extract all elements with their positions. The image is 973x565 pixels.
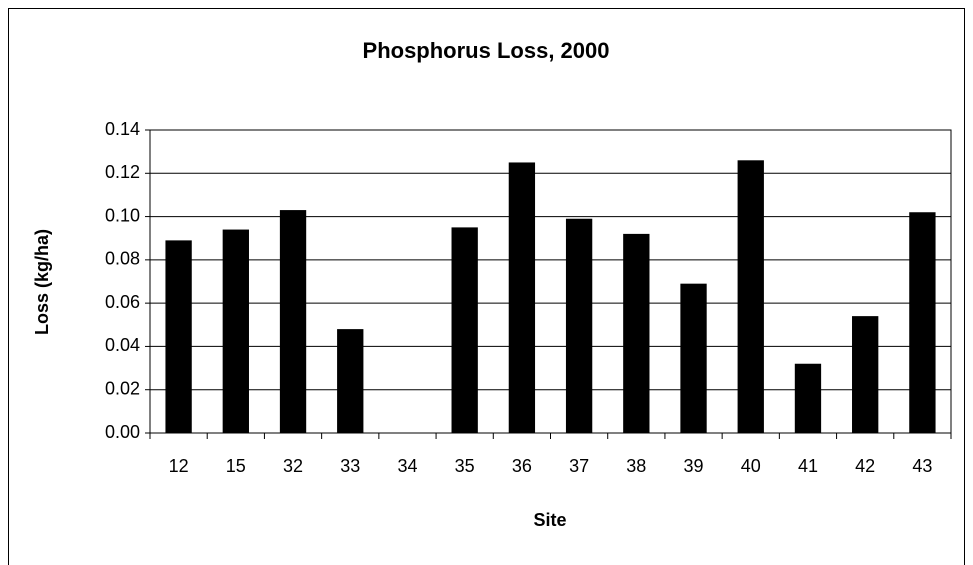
x-tick-label: 42 xyxy=(855,456,875,476)
bar xyxy=(279,210,307,433)
x-tick-label: 12 xyxy=(169,456,189,476)
bar xyxy=(222,229,249,433)
bar xyxy=(508,162,536,433)
y-tick-label: 0.14 xyxy=(105,119,140,139)
y-tick-label: 0.12 xyxy=(105,162,140,182)
chart-title: Phosphorus Loss, 2000 xyxy=(363,38,610,63)
x-tick-label: 41 xyxy=(798,456,818,476)
y-tick-label: 0.04 xyxy=(105,335,140,355)
x-tick-label: 35 xyxy=(455,456,475,476)
bar xyxy=(680,283,707,433)
y-axis-label: Loss (kg/ha) xyxy=(32,229,52,335)
y-tick-label: 0.00 xyxy=(105,422,140,442)
bar xyxy=(623,233,650,433)
x-axis-label: Site xyxy=(533,510,566,530)
x-tick-label: 33 xyxy=(340,456,360,476)
bar xyxy=(337,329,364,433)
y-tick-label: 0.02 xyxy=(105,378,140,398)
x-tick-label: 15 xyxy=(226,456,246,476)
bar xyxy=(737,160,764,434)
x-tick-label: 34 xyxy=(397,456,417,476)
x-tick-label: 37 xyxy=(569,456,589,476)
chart-frame xyxy=(8,8,965,565)
bar xyxy=(565,218,593,433)
x-tick-label: 40 xyxy=(741,456,761,476)
bar xyxy=(794,363,822,433)
y-tick-label: 0.06 xyxy=(105,292,140,312)
x-tick-label: 39 xyxy=(684,456,704,476)
y-tick-label: 0.08 xyxy=(105,249,140,269)
bar xyxy=(165,240,192,433)
bar xyxy=(852,316,879,433)
x-tick-label: 43 xyxy=(912,456,932,476)
x-tick-label: 36 xyxy=(512,456,532,476)
y-tick-label: 0.10 xyxy=(105,205,140,225)
x-tick-label: 32 xyxy=(283,456,303,476)
bar xyxy=(909,212,936,433)
bar xyxy=(451,227,478,433)
x-tick-label: 38 xyxy=(626,456,646,476)
